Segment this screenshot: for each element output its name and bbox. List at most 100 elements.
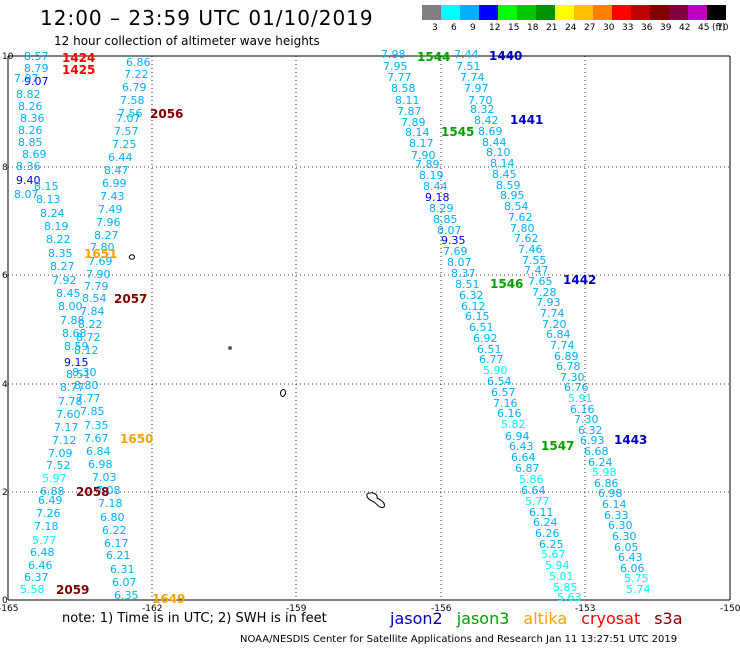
wave-height-value: 7.93 <box>536 296 561 309</box>
wave-height-value: 6.89 <box>554 350 579 363</box>
wave-height-value: 7.56 <box>118 107 143 120</box>
wave-height-value: 7.89 <box>401 116 426 129</box>
wave-height-value: 7.20 <box>542 318 567 331</box>
wave-height-value: 9.40 <box>16 174 41 187</box>
wave-height-value: 7.89 <box>415 158 440 171</box>
wave-height-value: 7.03 <box>92 471 117 484</box>
wave-height-value: 6.93 <box>580 434 605 447</box>
wave-height-value: 8.72 <box>76 331 101 344</box>
wave-height-value: 7.09 <box>48 447 73 460</box>
colorbar-swatch <box>631 5 650 20</box>
wave-height-value: 6.35 <box>114 589 139 602</box>
wave-height-value: 7.30 <box>574 413 599 426</box>
wave-height-value: 6.84 <box>546 328 571 341</box>
colorbar-label: 30 <box>603 23 615 33</box>
wave-height-value: 5.97 <box>42 472 67 485</box>
wave-height-value: 6.84 <box>86 445 111 458</box>
wave-height-value: 7.12 <box>52 434 77 447</box>
wave-height-value: 6.30 <box>608 519 633 532</box>
x-tick-label: -150 <box>720 604 740 614</box>
wave-height-value: 9.18 <box>425 191 450 204</box>
wave-height-value: 6.05 <box>614 541 639 554</box>
colorbar-label: 27 <box>584 23 596 33</box>
wave-height-value: 6.99 <box>102 177 127 190</box>
wave-height-value: 8.11 <box>395 94 420 107</box>
wave-height-value: 6.86 <box>126 56 151 69</box>
wave-height-value: 7.58 <box>120 94 145 107</box>
wave-height-value: 7.95 <box>383 60 408 73</box>
wave-height-value: 8.10 <box>486 146 511 159</box>
pass-time-label: 2059 <box>56 583 89 597</box>
colorbar-swatch <box>555 5 574 20</box>
colorbar-swatch <box>441 5 460 20</box>
x-tick-label: -165 <box>0 604 18 614</box>
wave-height-value: 8.85 <box>433 213 458 226</box>
wave-height-value: 7.30 <box>560 371 585 384</box>
wave-height-value: 7.52 <box>46 459 71 472</box>
legend-item-s3a: s3a <box>654 609 683 628</box>
wave-height-value: 7.49 <box>98 203 123 216</box>
y-tick-label: 2 <box>2 488 8 498</box>
wave-height-value: 6.77 <box>479 353 504 366</box>
wave-height-value: 6.87 <box>515 462 540 475</box>
wave-height-value: 7.57 <box>114 125 139 138</box>
wave-height-value: 7.87 <box>397 105 422 118</box>
wave-height-value: 8.44 <box>423 180 448 193</box>
wave-height-value: 5.82 <box>501 418 526 431</box>
colorbar-label: 18 <box>527 23 539 33</box>
wave-height-value: 6.24 <box>533 516 558 529</box>
wave-height-value: 8.69 <box>478 125 503 138</box>
pass-time-label: 2058 <box>76 485 109 499</box>
pass-time-label: 2057 <box>114 292 147 306</box>
wave-height-value: 5.58 <box>20 583 45 596</box>
wave-height-value: 8.57 <box>24 50 49 63</box>
footnote: note: 1) Time is in UTC; 2) SWH is in fe… <box>62 611 327 626</box>
wave-height-value: 6.49 <box>38 494 63 507</box>
island-outlines <box>128 254 385 508</box>
wave-height-value: 5.85 <box>553 581 578 594</box>
wave-height-value: 8.15 <box>34 180 59 193</box>
wave-height-value: 6.86 <box>594 477 619 490</box>
wave-height-value: 6.14 <box>602 498 627 511</box>
island-outline <box>128 254 135 260</box>
y-tick-label: 0 <box>2 596 8 606</box>
wave-height-value: 8.79 <box>24 62 49 75</box>
wave-height-value: 8.58 <box>391 82 416 95</box>
x-tick-label: -153 <box>575 604 595 614</box>
colorbar-label: 24 <box>565 23 577 33</box>
wave-height-value: 7.18 <box>98 497 123 510</box>
wave-height-value: 8.26 <box>18 124 43 137</box>
wave-height-value: 8.07 <box>437 224 462 237</box>
pass-time-label: 1547 <box>541 439 574 453</box>
colorbar-label: 33 <box>622 23 634 33</box>
pass-time-label: 1441 <box>510 113 543 127</box>
pass-time-label: 1545 <box>441 125 474 139</box>
pass-time-label: 1649 <box>152 592 185 606</box>
wave-height-value: 8.51 <box>455 278 480 291</box>
wave-height-value: 7.51 <box>456 60 481 73</box>
observation-layer: 8.578.799.077.978.828.268.368.268.858.69… <box>14 48 651 604</box>
wave-height-value: 8.47 <box>104 164 129 177</box>
wave-height-value: 6.51 <box>477 343 502 356</box>
wave-height-value: 6.57 <box>491 386 516 399</box>
wave-height-value: 7.07 <box>116 112 141 125</box>
wave-height-value: 5.01 <box>549 570 574 583</box>
wave-height-value: 8.95 <box>500 189 525 202</box>
satellite-legend: jason2 jason3 altika cryosat s3a <box>390 609 697 628</box>
wave-height-value: 8.42 <box>474 114 499 127</box>
wave-height-value: 9.15 <box>64 356 89 369</box>
wave-height-value: 7.77 <box>387 71 412 84</box>
wave-height-value: 6.11 <box>529 506 554 519</box>
wave-height-value: 7.77 <box>76 392 101 405</box>
wave-height-value: 7.25 <box>112 138 137 151</box>
wave-height-value: 6.98 <box>598 487 623 500</box>
map-grid <box>7 55 731 601</box>
legend-item-jason2: jason2 <box>390 609 443 628</box>
colorbar-label: 21 <box>546 23 558 33</box>
colorbar-swatch <box>536 5 555 20</box>
wave-height-value: 8.69 <box>22 148 47 161</box>
colorbar-label: 42 <box>679 23 691 33</box>
wave-height-value: 6.94 <box>505 430 530 443</box>
wave-height-value: 7.85 <box>80 405 105 418</box>
